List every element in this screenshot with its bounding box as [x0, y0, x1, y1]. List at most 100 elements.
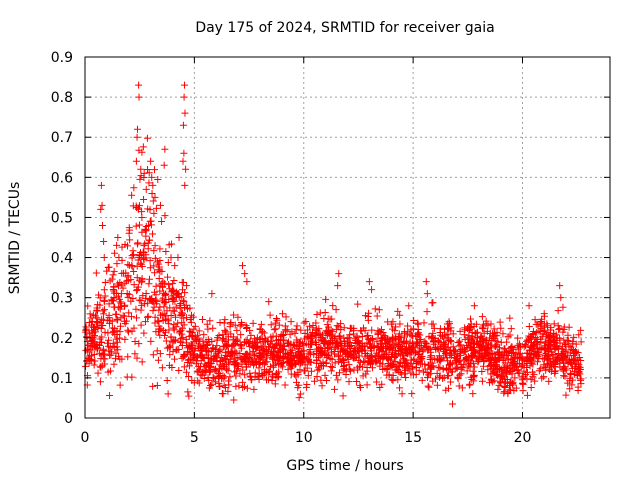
data-point — [172, 346, 180, 354]
data-point — [241, 351, 249, 359]
data-point — [465, 381, 473, 389]
data-point — [151, 319, 159, 327]
data-point — [274, 373, 282, 381]
data-point — [388, 325, 396, 333]
data-point — [200, 342, 208, 350]
data-point — [515, 369, 523, 377]
data-point — [540, 343, 548, 351]
data-point — [213, 342, 221, 350]
data-point — [388, 376, 396, 384]
data-point — [504, 352, 512, 360]
data-point — [523, 358, 531, 366]
data-point — [538, 315, 546, 323]
data-point — [91, 357, 99, 365]
data-point — [252, 360, 260, 368]
data-point — [279, 310, 287, 318]
data-point — [355, 352, 363, 360]
data-point — [335, 332, 343, 340]
data-point — [484, 366, 492, 374]
data-point — [152, 204, 160, 212]
data-point — [109, 339, 117, 347]
data-point — [134, 239, 142, 247]
data-point — [232, 372, 240, 380]
data-point — [180, 149, 188, 157]
data-point — [405, 302, 413, 310]
data-point — [301, 335, 309, 343]
data-point — [516, 350, 524, 358]
data-point — [123, 373, 131, 381]
data-point — [212, 378, 220, 386]
data-point — [281, 326, 289, 334]
data-point — [470, 340, 478, 348]
data-point — [132, 157, 140, 165]
data-point — [278, 360, 286, 368]
data-point — [490, 377, 498, 385]
data-point — [316, 343, 324, 351]
data-point — [218, 390, 226, 398]
data-point — [171, 313, 179, 321]
data-point — [138, 148, 146, 156]
data-point — [545, 338, 553, 346]
data-point — [169, 286, 177, 294]
data-point — [320, 315, 328, 323]
data-point — [487, 370, 495, 378]
data-point — [491, 369, 499, 377]
data-point — [237, 331, 245, 339]
data-point — [511, 374, 519, 382]
data-point — [318, 349, 326, 357]
data-point — [392, 366, 400, 374]
data-point — [333, 322, 341, 330]
data-point — [345, 378, 353, 386]
data-point — [564, 331, 572, 339]
data-point — [323, 377, 331, 385]
data-point — [169, 307, 177, 315]
data-point — [289, 362, 297, 370]
data-points — [82, 81, 585, 408]
data-point — [167, 312, 175, 320]
data-point — [125, 309, 133, 317]
data-point — [491, 329, 499, 337]
data-point — [479, 325, 487, 333]
data-point — [129, 202, 137, 210]
data-point — [496, 344, 504, 352]
data-point — [263, 376, 271, 384]
data-point — [178, 341, 186, 349]
data-point — [576, 376, 584, 384]
data-point — [133, 133, 141, 141]
data-point — [106, 277, 114, 285]
data-point — [133, 287, 141, 295]
data-point — [447, 346, 455, 354]
y-tick-label: 0.6 — [51, 170, 73, 186]
data-point — [478, 351, 486, 359]
y-axis-label: SRMTID / TECUs — [7, 182, 23, 295]
data-point — [427, 356, 435, 364]
data-point — [341, 348, 349, 356]
data-point — [113, 241, 121, 249]
data-point — [267, 333, 275, 341]
data-point — [140, 255, 148, 263]
data-point — [396, 311, 404, 319]
data-point — [398, 345, 406, 353]
data-point — [149, 230, 157, 238]
data-point — [221, 326, 229, 334]
y-tick-labels: 0 0.1 0.2 0.3 0.4 0.5 0.6 0.7 0.8 0.9 — [51, 50, 73, 427]
data-point — [134, 283, 142, 291]
data-point — [230, 360, 238, 368]
x-tick-label: 5 — [190, 430, 199, 446]
data-point — [561, 341, 569, 349]
data-point — [272, 314, 280, 322]
data-point — [150, 247, 158, 255]
data-point — [306, 331, 314, 339]
data-point — [142, 232, 150, 240]
data-point — [405, 365, 413, 373]
data-point — [101, 328, 109, 336]
data-point — [100, 310, 108, 318]
data-point — [170, 295, 178, 303]
data-point — [363, 381, 371, 389]
data-point — [259, 328, 267, 336]
data-point — [529, 330, 537, 338]
data-point — [169, 348, 177, 356]
data-point — [485, 340, 493, 348]
data-point — [444, 324, 452, 332]
data-point — [401, 370, 409, 378]
